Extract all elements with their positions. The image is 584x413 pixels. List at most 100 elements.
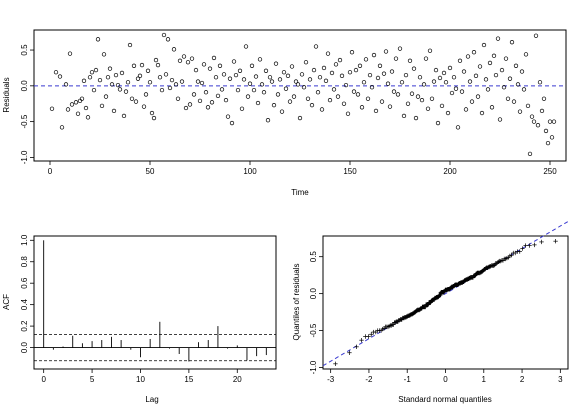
y-axis-ticks: -1.0 -0.5 0.0 0.5: [20, 44, 34, 164]
residual-point: [537, 80, 543, 85]
residual-point: [107, 66, 113, 71]
residual-point: [265, 118, 271, 123]
residual-point: [443, 80, 449, 85]
residual-point: [397, 46, 403, 51]
y-tick-label: 0.5: [309, 251, 318, 263]
x-tick-label: 3: [558, 375, 563, 384]
residual-point: [507, 76, 513, 81]
residual-point: [517, 109, 523, 114]
residual-point: [475, 94, 481, 99]
x-tick-label: 5: [90, 375, 95, 384]
residual-point: [89, 70, 95, 75]
residual-point: [229, 120, 235, 126]
residual-point: [503, 56, 509, 61]
residual-point: [259, 82, 265, 87]
residual-point: [441, 70, 447, 76]
residual-point: [525, 103, 531, 109]
residual-point: [343, 82, 349, 88]
residual-point: [65, 107, 71, 112]
residual-point: [539, 108, 545, 114]
residual-point: [273, 61, 279, 66]
y-tick-label: 0.0: [20, 341, 29, 353]
plot-frame: [322, 235, 569, 370]
residual-point: [257, 57, 263, 62]
residual-point: [221, 72, 227, 77]
x-axis-ticks: -3 -2 -1 0 1 2 3: [327, 369, 563, 384]
residual-point: [135, 76, 141, 81]
residual-point: [501, 85, 507, 90]
residual-point: [283, 86, 289, 91]
y-axis-ticks: -1.0 -0.5 0.0 0.5: [309, 251, 323, 374]
residual-point: [467, 79, 473, 84]
residual-point: [185, 60, 191, 65]
residual-point: [395, 92, 401, 97]
residual-point: [325, 51, 331, 56]
qq-point: [347, 350, 352, 355]
residual-point: [207, 66, 213, 71]
residual-point: [351, 89, 357, 94]
residual-point: [513, 63, 519, 68]
residual-point: [177, 58, 183, 63]
residual-point: [323, 78, 329, 83]
y-tick-label: 0.0: [20, 80, 29, 92]
residual-point: [301, 85, 307, 90]
residual-point: [225, 114, 231, 119]
residual-point: [403, 72, 409, 78]
qq-point: [389, 323, 394, 328]
residual-point: [197, 98, 203, 104]
residual-point: [271, 103, 277, 108]
residual-point: [541, 96, 547, 101]
residual-point: [365, 96, 371, 101]
residual-point: [471, 50, 477, 55]
y-tick-label: -0.5: [20, 114, 29, 128]
residual-point: [545, 140, 551, 146]
residual-point: [125, 80, 131, 85]
residual-point: [355, 92, 361, 97]
residual-point: [217, 63, 223, 68]
residual-point: [341, 101, 347, 106]
residual-point: [189, 56, 195, 61]
residual-point: [359, 105, 365, 110]
residual-point: [143, 92, 149, 97]
residual-point: [91, 87, 97, 93]
residual-point: [483, 77, 489, 82]
residual-points: [49, 32, 557, 156]
residual-point: [405, 101, 411, 106]
residual-point: [109, 82, 115, 87]
residual-point: [261, 90, 267, 95]
x-tick-label: 150: [343, 167, 357, 176]
residual-point: [499, 67, 505, 73]
residual-point: [449, 90, 455, 96]
residual-point: [67, 51, 73, 56]
residual-point: [87, 75, 93, 80]
residual-point: [413, 115, 419, 121]
x-axis-label: Standard normal quantiles: [398, 395, 491, 404]
y-tick-label: 0.6: [20, 277, 29, 289]
plot-frame: [33, 235, 277, 370]
residual-point: [159, 87, 165, 93]
residual-point: [293, 79, 299, 84]
y-axis-label: ACF: [2, 294, 11, 310]
residual-point: [235, 87, 241, 93]
residual-point: [63, 82, 69, 87]
residual-point: [127, 42, 133, 48]
residual-point: [461, 69, 467, 74]
residual-point: [297, 115, 303, 121]
residual-point: [391, 89, 397, 94]
residual-point: [363, 57, 369, 62]
residual-point: [361, 80, 367, 85]
residual-point: [457, 58, 463, 63]
residual-point: [253, 74, 259, 79]
qq-point: [366, 334, 371, 339]
residual-point: [223, 98, 229, 103]
qq-point: [491, 263, 497, 268]
residual-point: [193, 67, 199, 73]
residual-point: [77, 98, 83, 104]
residual-point: [463, 107, 469, 112]
residual-point: [543, 128, 549, 134]
residual-point: [549, 135, 555, 140]
y-tick-label: 0.4: [20, 299, 29, 311]
y-tick-label: -1.0: [20, 150, 29, 164]
residual-point: [509, 40, 515, 45]
x-tick-label: 200: [443, 167, 457, 176]
